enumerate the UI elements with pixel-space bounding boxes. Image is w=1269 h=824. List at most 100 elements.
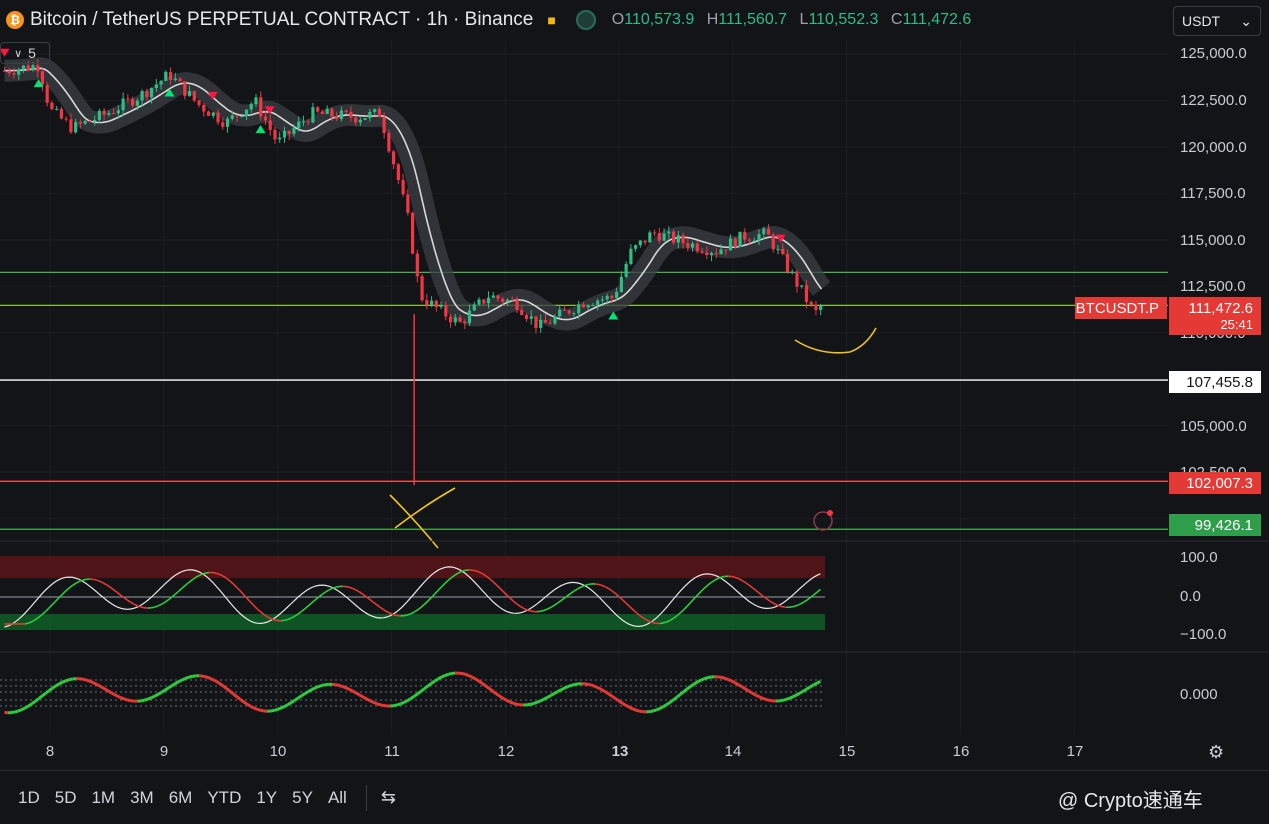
osc2-line-segment	[242, 700, 248, 706]
oscillator-signal-segment	[311, 599, 316, 604]
candle-body	[439, 305, 443, 308]
candle-body	[216, 112, 220, 123]
high-value: 111,560.7	[718, 11, 788, 28]
annotation-curve	[794, 327, 877, 354]
timeframe-5d[interactable]: 5D	[54, 787, 77, 807]
oscillator-signal-segment	[516, 603, 521, 607]
oscillator-signal-segment	[369, 598, 374, 603]
oscillator-signal-segment	[642, 617, 647, 621]
candle-body	[249, 104, 253, 110]
timeframe-1d[interactable]: 1D	[18, 787, 40, 807]
time-tick: 12	[497, 743, 515, 760]
oscillator-signal-segment	[444, 579, 449, 585]
osc2-line-segment	[474, 677, 480, 683]
oscillator-signal-segment	[137, 605, 142, 608]
osc2-line-segment	[505, 698, 511, 704]
osc2-line-segment	[106, 688, 112, 694]
osc2-line-segment	[529, 702, 535, 706]
candle-body	[719, 249, 723, 255]
osc2-line-segment	[481, 682, 487, 688]
osc2-line-segment	[567, 684, 572, 689]
oscillator-signal-segment	[458, 570, 463, 574]
timeframe-3m[interactable]: 3M	[130, 787, 154, 807]
oscillator-signal-segment	[79, 579, 84, 583]
osc2-line-segment	[58, 680, 64, 686]
osc2-line-segment	[300, 692, 306, 698]
oscillator-signal-segment	[673, 615, 678, 619]
oscillator-signal-segment	[734, 576, 739, 580]
timeframe-1y[interactable]: 1Y	[256, 787, 278, 807]
oscillator-signal-segment	[297, 610, 302, 615]
osc2-line-segment	[280, 705, 286, 710]
oscillator-signal-segment	[417, 606, 422, 611]
osc2-line-segment	[734, 681, 740, 687]
candle-body	[149, 88, 154, 98]
time-tick: 16	[952, 743, 970, 760]
sell-signal-triangle	[264, 106, 275, 115]
oscillator-signal-segment	[632, 608, 637, 614]
candle-body	[567, 310, 571, 314]
timeframe-6m[interactable]: 6M	[168, 787, 193, 807]
candle-body	[268, 120, 272, 130]
osc2-line-segment	[144, 697, 149, 702]
candle-body	[619, 276, 623, 292]
sell-signal-triangle	[775, 234, 786, 243]
candle-body	[135, 100, 139, 106]
currency-select[interactable]: USDT ⌄	[1173, 6, 1261, 36]
candle-body	[733, 238, 737, 248]
oscillator-signal-segment	[260, 611, 265, 616]
oscillator-signal-segment	[126, 599, 132, 604]
candle-body	[335, 116, 339, 119]
time-tick: 13	[611, 743, 629, 760]
oscillator-signal-segment	[512, 600, 518, 605]
symbol-title[interactable]: Bitcoin / TetherUS PERPETUAL CONTRACT · …	[30, 9, 534, 30]
osc2-line-segment	[27, 702, 33, 708]
alert-icon	[813, 511, 833, 531]
oscillator-signal-segment	[41, 610, 46, 616]
osc2-line-segment	[239, 698, 245, 703]
oscillator-signal-segment	[335, 585, 340, 589]
oscillator-signal-segment	[714, 577, 719, 581]
oscillator-signal-segment	[331, 586, 336, 590]
market-status-icon[interactable]	[575, 10, 596, 30]
osc2-line-segment	[751, 691, 757, 697]
date-range-icon[interactable]: ⇆	[380, 787, 396, 807]
oscillator-signal-segment	[161, 601, 166, 605]
osc2-line-segment	[228, 689, 235, 695]
osc2-line-segment	[341, 685, 347, 690]
candle-body	[653, 232, 657, 234]
candle-body	[444, 305, 448, 317]
candle-body	[159, 80, 163, 85]
timeframe-5y[interactable]: 5Y	[292, 787, 313, 807]
oscillator-signal-segment	[806, 597, 811, 601]
timeframe-all[interactable]: All	[327, 787, 347, 807]
candle-body	[757, 234, 761, 241]
osc2-line-segment	[283, 703, 289, 708]
osc2-line-segment	[799, 689, 805, 695]
timeframe-bar: 1D 5D 1M 3M 6M YTD 1Y 5Y All ⇆	[0, 770, 1269, 824]
indicators-toggle[interactable]: ∨ 5	[0, 42, 50, 64]
osc2-line-segment	[744, 687, 750, 693]
timeframe-1m[interactable]: 1M	[91, 787, 116, 807]
candle-body	[543, 319, 548, 323]
osc2-line-segment	[270, 708, 275, 713]
candle-body	[615, 291, 619, 299]
timeframe-ytd[interactable]: YTD	[207, 787, 242, 807]
osc2-line-segment	[369, 699, 374, 704]
oscillator-signal-segment	[318, 593, 323, 598]
oscillator-signal-segment	[352, 587, 357, 591]
candle-body	[709, 253, 714, 256]
settings-gear-icon[interactable]: ⚙	[1208, 742, 1225, 762]
low-label: L	[799, 11, 809, 28]
oscillator-signal-segment	[813, 591, 818, 596]
candle-body	[282, 130, 287, 138]
osc2-line-segment	[293, 696, 299, 702]
candle-body	[26, 65, 30, 71]
oscillator-signal-segment	[693, 594, 699, 600]
oscillator-signal-segment	[721, 575, 726, 578]
candle-body	[278, 137, 282, 140]
candle-body	[206, 111, 211, 116]
oscillator-signal-segment	[164, 599, 169, 603]
oscillator-signal-segment	[157, 603, 162, 607]
